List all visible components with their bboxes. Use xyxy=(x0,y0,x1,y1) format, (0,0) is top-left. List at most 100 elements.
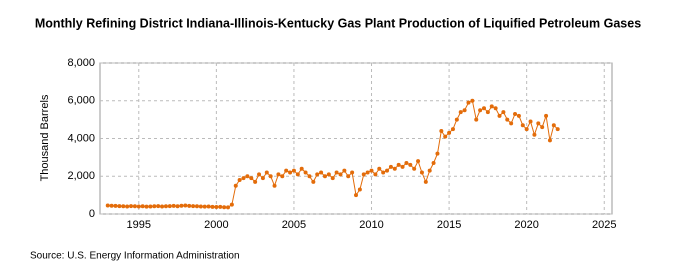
data-point xyxy=(105,203,110,208)
x-tick-label: 2005 xyxy=(282,219,306,231)
data-point xyxy=(214,205,219,210)
data-point xyxy=(439,128,444,133)
data-point xyxy=(179,203,184,208)
data-point xyxy=(501,110,506,115)
data-point xyxy=(520,123,525,128)
data-point xyxy=(470,98,475,103)
data-point xyxy=(326,172,331,177)
data-point xyxy=(280,174,285,179)
data-point xyxy=(377,166,382,171)
data-point xyxy=(482,106,486,111)
data-point xyxy=(156,204,161,209)
x-tick-label: 1995 xyxy=(127,219,151,231)
y-tick-label: 8,000 xyxy=(67,57,95,69)
data-point xyxy=(450,127,455,132)
data-point xyxy=(210,204,215,209)
data-point xyxy=(478,108,483,113)
data-point xyxy=(136,204,141,209)
data-point xyxy=(194,204,199,209)
data-point xyxy=(547,138,552,143)
chart-title: Monthly Refining District Indiana-Illino… xyxy=(35,16,641,30)
x-tick-label: 2010 xyxy=(359,219,383,231)
data-point xyxy=(233,183,238,188)
data-point xyxy=(125,204,130,209)
data-point xyxy=(226,205,230,210)
data-point xyxy=(392,166,397,171)
data-point xyxy=(140,204,145,209)
data-point xyxy=(373,172,378,177)
data-point xyxy=(113,203,118,208)
source-note: Source: U.S. Energy Information Administ… xyxy=(30,251,240,262)
data-point xyxy=(388,164,393,169)
data-point xyxy=(334,170,339,175)
data-point xyxy=(198,204,203,209)
data-point xyxy=(121,204,126,209)
data-point xyxy=(160,204,165,209)
data-point xyxy=(171,203,176,208)
data-point xyxy=(497,113,502,118)
y-tick-label: 4,000 xyxy=(67,132,95,144)
data-point xyxy=(245,174,250,179)
plot-frame xyxy=(99,62,613,215)
data-point xyxy=(505,117,510,122)
data-point xyxy=(206,204,211,209)
data-point xyxy=(342,168,347,173)
data-point xyxy=(307,174,312,179)
series-line xyxy=(107,100,559,208)
data-point xyxy=(299,166,304,171)
data-point xyxy=(187,203,192,208)
data-point xyxy=(346,174,351,179)
y-tick-label: 2,000 xyxy=(67,170,95,182)
data-point xyxy=(191,204,196,209)
data-point xyxy=(536,121,541,126)
data-point xyxy=(117,204,122,209)
data-point xyxy=(427,168,432,173)
data-point xyxy=(489,104,494,109)
data-point xyxy=(551,123,556,128)
data-point xyxy=(330,176,335,181)
data-point xyxy=(322,174,327,179)
data-point xyxy=(466,100,471,105)
data-point xyxy=(272,183,277,188)
data-point xyxy=(109,203,114,208)
data-point xyxy=(218,204,223,209)
data-point xyxy=(222,205,227,210)
data-point xyxy=(284,168,289,173)
data-point xyxy=(423,179,428,184)
data-point xyxy=(249,176,254,181)
data-point xyxy=(532,132,537,137)
data-point xyxy=(396,162,401,167)
data-point xyxy=(454,117,459,122)
y-tick-label: 6,000 xyxy=(67,95,95,107)
data-point xyxy=(144,204,149,209)
x-tick-label: 2000 xyxy=(204,219,228,231)
data-point xyxy=(288,170,293,175)
data-point xyxy=(338,172,343,177)
x-tick-label: 2015 xyxy=(437,219,461,231)
y-tick-label: 0 xyxy=(89,208,95,220)
data-point xyxy=(513,111,518,116)
data-point xyxy=(485,110,490,115)
data-point xyxy=(167,204,172,209)
data-point xyxy=(229,202,234,207)
data-point xyxy=(291,168,296,173)
data-point xyxy=(412,166,417,171)
data-point xyxy=(237,178,242,183)
data-point xyxy=(315,172,320,177)
data-point xyxy=(295,172,300,177)
data-point xyxy=(129,204,134,209)
data-point xyxy=(416,159,421,164)
data-point xyxy=(458,110,463,115)
data-point xyxy=(260,176,265,181)
data-point xyxy=(264,170,269,175)
data-point xyxy=(447,130,452,135)
data-point xyxy=(276,172,281,177)
data-point xyxy=(148,204,153,209)
x-tick-label: 2020 xyxy=(514,219,538,231)
data-point xyxy=(431,161,436,166)
data-point xyxy=(350,170,355,175)
x-tick-label: 2025 xyxy=(592,219,616,231)
data-point xyxy=(241,176,246,181)
data-point xyxy=(385,168,390,173)
